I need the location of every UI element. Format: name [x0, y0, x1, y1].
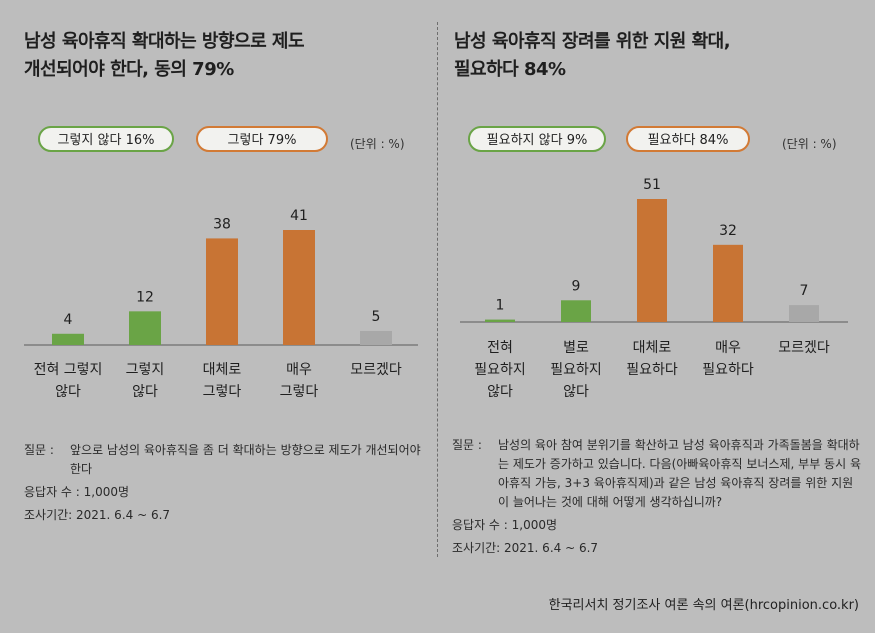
left-bar-4 [283, 230, 315, 345]
right-title-line2: 필요하다 84% [454, 59, 566, 80]
left-question-text: 앞으로 남성의 육아휴직을 좀 더 확대하는 방향으로 제도가 개선되어야 한다 [70, 443, 421, 476]
right-bar-1 [485, 319, 515, 322]
right-bar-5 [789, 305, 819, 322]
left-legend-disagree: 그렇지 않다 16% [38, 126, 174, 152]
left-bar-5 [360, 330, 392, 345]
right-legend-disagree: 필요하지 않다 9% [468, 126, 606, 152]
left-value-label-3: 38 [213, 216, 231, 232]
left-value-label-1: 4 [64, 312, 73, 328]
left-survey-note: 질문 : 앞으로 남성의 육아휴직을 좀 더 확대하는 방향으로 제도가 개선되… [24, 441, 424, 525]
left-category-label-1: 전혀 그렇지 않다 [34, 362, 103, 400]
right-bar-3 [637, 199, 667, 322]
left-category-label-3: 대체로 그렇다 [203, 362, 242, 400]
left-title-line1: 남성 육아휴직 확대하는 방향으로 제도 [24, 31, 305, 52]
right-category-label-4: 매우 필요하다 [702, 340, 754, 378]
left-value-label-2: 12 [136, 289, 154, 305]
left-category-label-5: 모르겠다 [350, 362, 402, 378]
source-credit: 한국리서치 정기조사 여론 속의 여론(hrcopinion.co.kr) [548, 598, 859, 613]
right-question-label: 질문 : [452, 438, 482, 452]
right-bar-4 [713, 244, 743, 322]
left-category-label-2: 그렇지 않다 [126, 362, 165, 400]
panel-divider [437, 22, 438, 557]
right-survey-note: 질문 : 남성의 육아 참여 분위기를 확산하고 남성 육아휴직과 가족돌봄을 … [452, 436, 862, 558]
left-category-label-4: 매우 그렇다 [280, 362, 319, 400]
left-legend-agree: 그렇다 79% [196, 126, 328, 152]
left-value-label-5: 5 [372, 309, 381, 325]
right-value-label-2: 9 [572, 278, 581, 294]
left-value-label-4: 41 [290, 208, 308, 224]
right-respondents: 응답자 수 : 1,000명 [452, 518, 558, 532]
left-panel: 남성 육아휴직 확대하는 방향으로 제도 개선되어야 한다, 동의 79% 그렇… [0, 0, 437, 633]
left-bar-1 [52, 333, 84, 345]
right-unit-label: (단위 : %) [782, 137, 837, 151]
left-question-label: 질문 : [24, 443, 54, 457]
right-value-label-1: 1 [496, 298, 505, 314]
left-survey-period: 조사기간: 2021. 6.4 ~ 6.7 [24, 508, 171, 522]
right-category-label-2: 별로 필요하지 않다 [550, 340, 602, 400]
right-value-label-4: 32 [719, 223, 737, 239]
right-title: 남성 육아휴직 장려를 위한 지원 확대, 필요하다 84% [454, 28, 731, 84]
right-bar-2 [561, 300, 591, 322]
left-bar-chart: 4 전혀 그렇지 않다 12 그렇지 않다 38 대체로 그렇다 41 매우 그렇다 5 모르겠다 [24, 208, 418, 400]
right-value-label-5: 7 [800, 283, 809, 299]
right-category-label-3: 대체로 필요하다 [626, 340, 678, 378]
right-panel: 남성 육아휴직 장려를 위한 지원 확대, 필요하다 84% 필요하지 않다 9… [438, 0, 875, 633]
right-bar-chart: 1 전혀 필요하지 않다 9 별로 필요하지 않다 51 대체로 필요하다 32 매우 필요하다 7 모르겠다 [460, 177, 848, 400]
right-survey-period: 조사기간: 2021. 6.4 ~ 6.7 [452, 541, 599, 555]
right-title-line1: 남성 육아휴직 장려를 위한 지원 확대, [454, 31, 731, 52]
left-bar-3 [206, 238, 238, 345]
right-value-label-3: 51 [643, 177, 661, 193]
right-legend-agree: 필요하다 84% [626, 126, 750, 152]
right-question-text: 남성의 육아 참여 분위기를 확산하고 남성 육아휴직과 가족돌봄을 확대하는 … [498, 438, 861, 509]
right-category-label-5: 모르겠다 [778, 340, 830, 356]
left-respondents: 응답자 수 : 1,000명 [24, 485, 130, 499]
left-title-line2: 개선되어야 한다, 동의 79% [24, 59, 234, 80]
left-bar-2 [129, 311, 161, 345]
right-category-label-1: 전혀 필요하지 않다 [474, 340, 526, 400]
left-title: 남성 육아휴직 확대하는 방향으로 제도 개선되어야 한다, 동의 79% [24, 28, 305, 84]
left-unit-label: (단위 : %) [350, 137, 405, 151]
